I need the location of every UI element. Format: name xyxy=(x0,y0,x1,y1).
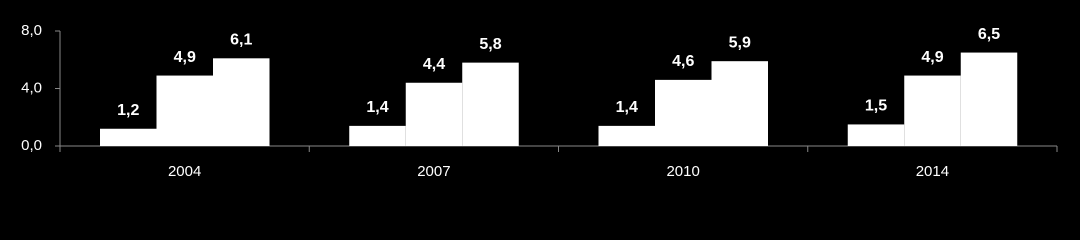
bar xyxy=(711,61,768,146)
bar xyxy=(655,79,712,146)
x-tick-label: 2004 xyxy=(168,163,201,180)
value-label: 5,9 xyxy=(729,34,751,51)
value-label: 5,8 xyxy=(479,36,501,53)
y-tick-label: 0,0 xyxy=(21,137,42,154)
value-label: 4,4 xyxy=(423,56,445,73)
bar xyxy=(598,125,655,146)
value-label: 6,5 xyxy=(978,26,1000,43)
x-tick-label: 2010 xyxy=(666,163,699,180)
bar xyxy=(405,82,463,146)
bar xyxy=(960,52,1018,146)
bar xyxy=(462,62,519,146)
bar xyxy=(213,58,270,146)
bar xyxy=(156,75,213,146)
y-tick-label: 4,0 xyxy=(21,79,42,96)
bar xyxy=(904,75,961,146)
y-tick-label: 8,0 xyxy=(21,22,42,39)
value-label: 1,5 xyxy=(865,98,887,115)
bar xyxy=(847,124,905,146)
value-label: 1,4 xyxy=(616,99,638,116)
x-tick-label: 2014 xyxy=(916,163,949,180)
bar xyxy=(100,128,157,146)
value-label: 1,4 xyxy=(366,99,388,116)
chart: 0,0 4,0 8,0 2004 1,2 4,9 6,1 2007 1,4 4,4 5,8 2010 1… xyxy=(21,22,1058,180)
value-label: 4,6 xyxy=(672,53,694,70)
value-label: 6,1 xyxy=(230,32,252,49)
bar xyxy=(349,125,406,146)
x-tick-label: 2007 xyxy=(417,163,450,180)
value-label: 4,9 xyxy=(921,49,943,66)
value-label: 1,2 xyxy=(117,102,139,119)
value-label: 4,9 xyxy=(174,49,196,66)
